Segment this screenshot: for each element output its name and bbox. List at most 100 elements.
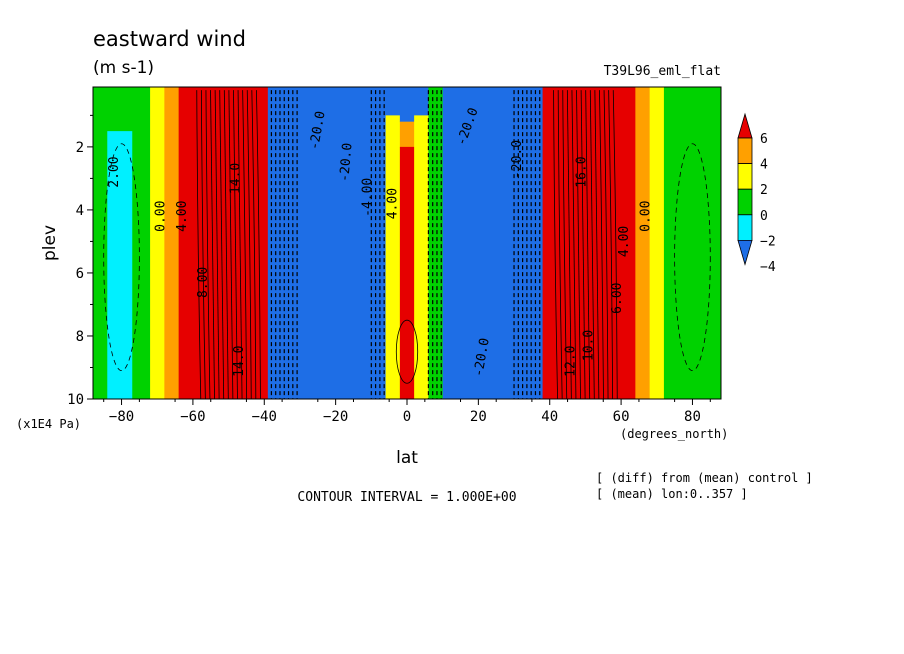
contour-label-17: 0.00 xyxy=(639,201,654,232)
wind-band-18-0 xyxy=(514,87,544,399)
colorbar-swatch-2 xyxy=(737,188,753,216)
colorbar-label-1: 4 xyxy=(760,158,768,173)
colorbar-swatch-0 xyxy=(737,137,753,165)
south-jet-contour-8 xyxy=(233,90,238,399)
south-jet-contour-2 xyxy=(205,90,211,399)
contour-label-9: 4.00 xyxy=(385,188,400,219)
south-jet-contour-6 xyxy=(223,90,229,399)
wind-band-1-1 xyxy=(107,131,133,399)
chart-units: (m s-1) xyxy=(93,58,154,78)
colorbar-label-0: 6 xyxy=(760,132,768,147)
contour-interval: CONTOUR INTERVAL = 1.000E+00 xyxy=(297,490,516,505)
eq-low-contour xyxy=(395,319,419,384)
contour-label-5: 14.0 xyxy=(232,346,247,377)
wind-band-13-0 xyxy=(399,87,415,123)
contour-label-16: 4.00 xyxy=(617,226,632,257)
colorbar-label-3: 0 xyxy=(760,209,768,224)
x-axis: −80 −60 −40 −20 0 20 40 60 80 xyxy=(103,399,711,425)
south-jet-contour-5 xyxy=(219,90,225,399)
wind-band-23-0 xyxy=(635,87,651,399)
north-jet-contour-5 xyxy=(576,90,581,399)
north-jet-contour-2 xyxy=(562,90,568,399)
wind-band-10-0 xyxy=(303,87,358,399)
x-tick-label-2: −40 xyxy=(252,409,277,425)
wind-band-4-0 xyxy=(164,87,180,399)
y-tick-label-1: 4 xyxy=(76,203,84,219)
y-axis-label: plev xyxy=(40,225,60,261)
wind-field xyxy=(93,87,721,399)
diff-note: [ (diff) from (mean) control ] xyxy=(596,471,813,485)
south-jet-contour-13 xyxy=(256,90,261,399)
south-jet-contour-4 xyxy=(214,90,220,399)
y-axis: 2 4 6 8 10 xyxy=(67,114,93,408)
south-jet-contour-1 xyxy=(200,90,206,399)
north-jet-contour-12 xyxy=(608,90,614,399)
wind-band-15-0 xyxy=(428,87,444,399)
contour-label-12: -20.0 xyxy=(471,337,493,378)
north-jet-contour-9 xyxy=(594,90,600,399)
colorbar-label-4: −2 xyxy=(760,234,776,249)
wind-band-13-2 xyxy=(399,146,415,399)
wind-band-16-0 xyxy=(442,87,472,399)
y-axis-unit: (x1E4 Pa) xyxy=(16,417,81,431)
x-tick-label-8: 80 xyxy=(684,409,701,425)
colorbar-swatch-1 xyxy=(737,163,753,190)
colorbar-swatch-3 xyxy=(737,214,753,241)
wind-band-17-0 xyxy=(471,87,515,399)
x-tick-label-1: −60 xyxy=(180,409,205,425)
wind-band-9-0 xyxy=(267,87,305,399)
contour-label-6: -20.0 xyxy=(307,110,329,151)
contour-label-0: 2.00 xyxy=(107,156,122,187)
south-polar-contour xyxy=(103,143,140,372)
y-tick-label-3: 8 xyxy=(76,329,84,345)
contour-label-2: 4.00 xyxy=(175,201,190,232)
north-jet-contour-1 xyxy=(557,90,563,399)
north-jet-contour-11 xyxy=(603,90,609,399)
contour-overlay xyxy=(103,90,711,399)
colorbar-top-arrow xyxy=(737,112,753,139)
south-jet-contour-9 xyxy=(237,90,243,399)
north-jet-contour-3 xyxy=(566,90,572,399)
x-tick-label-5: 20 xyxy=(470,409,487,425)
x-tick-label-3: −20 xyxy=(323,409,348,425)
chart-title: eastward wind xyxy=(93,27,246,51)
north-polar-contour xyxy=(674,143,711,372)
x-tick-label-4: 0 xyxy=(403,409,411,425)
north-jet-contour-8 xyxy=(589,90,595,399)
south-jet-contour-0 xyxy=(196,90,202,399)
colorbar-bottom-arrow xyxy=(737,240,753,266)
wind-band-11-0 xyxy=(357,87,387,399)
south-jet-contour-12 xyxy=(251,90,257,399)
colorbar: 6 4 2 0 −2 −4 xyxy=(737,112,776,275)
north-jet-contour-7 xyxy=(585,90,591,399)
wind-band-22-0 xyxy=(617,87,636,399)
wind-band-25-0 xyxy=(663,87,697,399)
wind-band-5-0 xyxy=(178,87,197,399)
contour-label-8: -4.00 xyxy=(360,178,375,217)
north-jet-contour-0 xyxy=(553,90,558,399)
x-axis-unit: (degrees_north) xyxy=(620,427,728,441)
contour-label-13: 16.0 xyxy=(574,156,589,187)
contour-label-1: 0.00 xyxy=(153,201,168,232)
y-tick-label-4: 10 xyxy=(67,392,84,408)
wind-band-3-0 xyxy=(150,87,165,399)
x-tick-label-6: 40 xyxy=(541,409,558,425)
south-jet-contour-3 xyxy=(210,90,215,399)
wind-band-2-0 xyxy=(132,87,151,399)
colorbar-label-5: −4 xyxy=(760,260,776,275)
wind-band-26-0 xyxy=(696,87,721,399)
wind-band-14-0 xyxy=(414,87,429,116)
south-jet-contour-7 xyxy=(228,90,234,399)
y-tick-label-2: 6 xyxy=(76,266,84,282)
contour-label-11: -20.0 xyxy=(510,140,525,179)
colorbar-label-2: 2 xyxy=(760,183,768,198)
x-tick-label-0: −80 xyxy=(109,409,134,425)
north-jet-contour-10 xyxy=(599,90,604,399)
mean-note: [ (mean) lon:0..357 ] xyxy=(596,487,748,501)
contour-label-14: 12.0 xyxy=(564,346,579,377)
north-jet-contour-6 xyxy=(580,90,586,399)
wind-band-1-0 xyxy=(107,87,133,132)
contour-label-3: 8.00 xyxy=(196,267,211,298)
wind-band-0-0 xyxy=(93,87,108,399)
